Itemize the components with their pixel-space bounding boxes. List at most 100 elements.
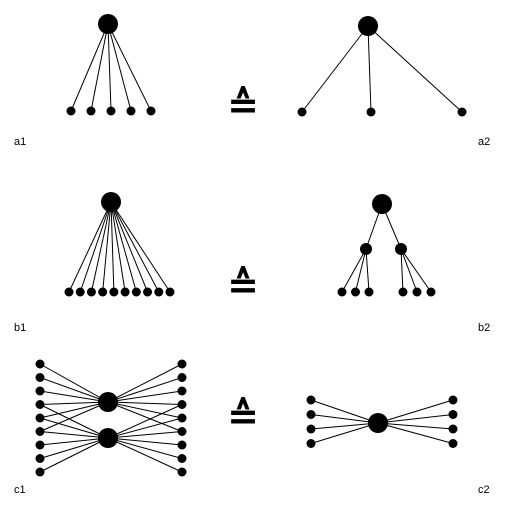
leaf-node bbox=[306, 424, 316, 434]
edge bbox=[400, 248, 404, 293]
edge bbox=[39, 401, 109, 419]
edge bbox=[377, 422, 454, 430]
edge bbox=[90, 201, 112, 293]
leaf-node bbox=[106, 106, 116, 116]
sub-hub-node bbox=[360, 243, 372, 255]
hub-node bbox=[98, 14, 118, 34]
leaf-node bbox=[35, 454, 45, 463]
edge bbox=[367, 25, 372, 113]
leaf-node bbox=[364, 287, 374, 297]
edge bbox=[107, 417, 183, 439]
edge bbox=[107, 437, 183, 473]
hub-node bbox=[368, 413, 388, 433]
edge bbox=[107, 437, 183, 459]
diagram-c1 bbox=[35, 359, 187, 477]
edge bbox=[310, 414, 379, 424]
edge bbox=[107, 437, 183, 446]
edge bbox=[39, 401, 109, 432]
edge bbox=[39, 404, 109, 439]
edge bbox=[102, 201, 112, 293]
edge bbox=[310, 422, 379, 430]
hub-node bbox=[98, 392, 118, 412]
leaf-node bbox=[35, 359, 45, 369]
edge bbox=[310, 399, 379, 424]
edge bbox=[39, 431, 109, 439]
edge bbox=[107, 431, 183, 439]
equivalence-symbol-a: ≙ bbox=[227, 83, 259, 127]
edge bbox=[107, 401, 183, 405]
edge bbox=[377, 422, 454, 444]
leaf-node bbox=[35, 373, 45, 382]
edge bbox=[107, 23, 152, 112]
leaf-node bbox=[366, 107, 376, 117]
edge bbox=[110, 201, 160, 293]
edge bbox=[377, 414, 454, 424]
diagram-c2 bbox=[306, 395, 458, 448]
edge bbox=[39, 437, 109, 473]
leaf-node bbox=[35, 400, 45, 409]
leaf-node bbox=[143, 287, 153, 297]
edge bbox=[79, 201, 112, 293]
label-b2: b2 bbox=[478, 322, 491, 334]
label-c1: c1 bbox=[14, 484, 26, 496]
leaf-node bbox=[35, 467, 45, 477]
edge bbox=[365, 248, 370, 293]
edge bbox=[400, 248, 432, 293]
edge bbox=[400, 248, 418, 293]
equivalence-symbol-c: ≙ bbox=[227, 394, 259, 438]
label-b1: b1 bbox=[14, 322, 27, 334]
leaf-node bbox=[177, 400, 187, 409]
leaf-node bbox=[306, 410, 316, 419]
leaf-node bbox=[146, 106, 156, 116]
edge bbox=[110, 201, 149, 293]
edge bbox=[367, 25, 463, 113]
leaf-node bbox=[177, 454, 187, 463]
edge bbox=[39, 437, 109, 459]
leaf-node bbox=[98, 287, 108, 297]
label-a1: a1 bbox=[14, 136, 27, 148]
edge bbox=[310, 422, 379, 444]
leaf-node bbox=[120, 287, 130, 297]
edge bbox=[39, 401, 109, 405]
diagram-b1 bbox=[64, 192, 175, 297]
edge bbox=[107, 401, 183, 419]
leaf-node bbox=[154, 287, 164, 297]
edge bbox=[110, 201, 115, 293]
edge bbox=[110, 201, 137, 293]
edge bbox=[355, 248, 367, 293]
edge bbox=[107, 404, 183, 439]
leaf-node bbox=[177, 427, 187, 436]
edge bbox=[301, 25, 369, 113]
edge bbox=[107, 363, 183, 403]
diagram-a2 bbox=[297, 16, 467, 117]
leaf-node bbox=[35, 427, 45, 436]
leaf-node bbox=[86, 287, 96, 297]
leaf-node bbox=[306, 439, 316, 448]
edge bbox=[107, 23, 132, 112]
leaf-node bbox=[177, 467, 187, 477]
label-c2: c2 bbox=[478, 484, 490, 496]
sub-hub-node bbox=[395, 243, 407, 255]
edge bbox=[107, 401, 183, 432]
leaf-node bbox=[398, 287, 408, 297]
leaf-node bbox=[448, 410, 458, 419]
edge bbox=[39, 377, 109, 403]
edge bbox=[341, 248, 367, 293]
hub-node bbox=[98, 428, 118, 448]
leaf-node bbox=[448, 424, 458, 434]
leaf-node bbox=[109, 287, 119, 297]
hub-node bbox=[358, 16, 378, 36]
edge bbox=[110, 201, 171, 293]
edge bbox=[107, 23, 112, 112]
hub-node bbox=[101, 192, 121, 212]
edge bbox=[70, 23, 109, 112]
leaf-node bbox=[177, 413, 187, 423]
leaf-node bbox=[35, 413, 45, 423]
edge bbox=[110, 201, 126, 293]
label-a2: a2 bbox=[478, 136, 491, 148]
leaf-node bbox=[306, 395, 316, 405]
leaf-node bbox=[448, 395, 458, 405]
equivalence-symbol-b: ≙ bbox=[227, 263, 259, 307]
hub-node bbox=[372, 194, 392, 214]
